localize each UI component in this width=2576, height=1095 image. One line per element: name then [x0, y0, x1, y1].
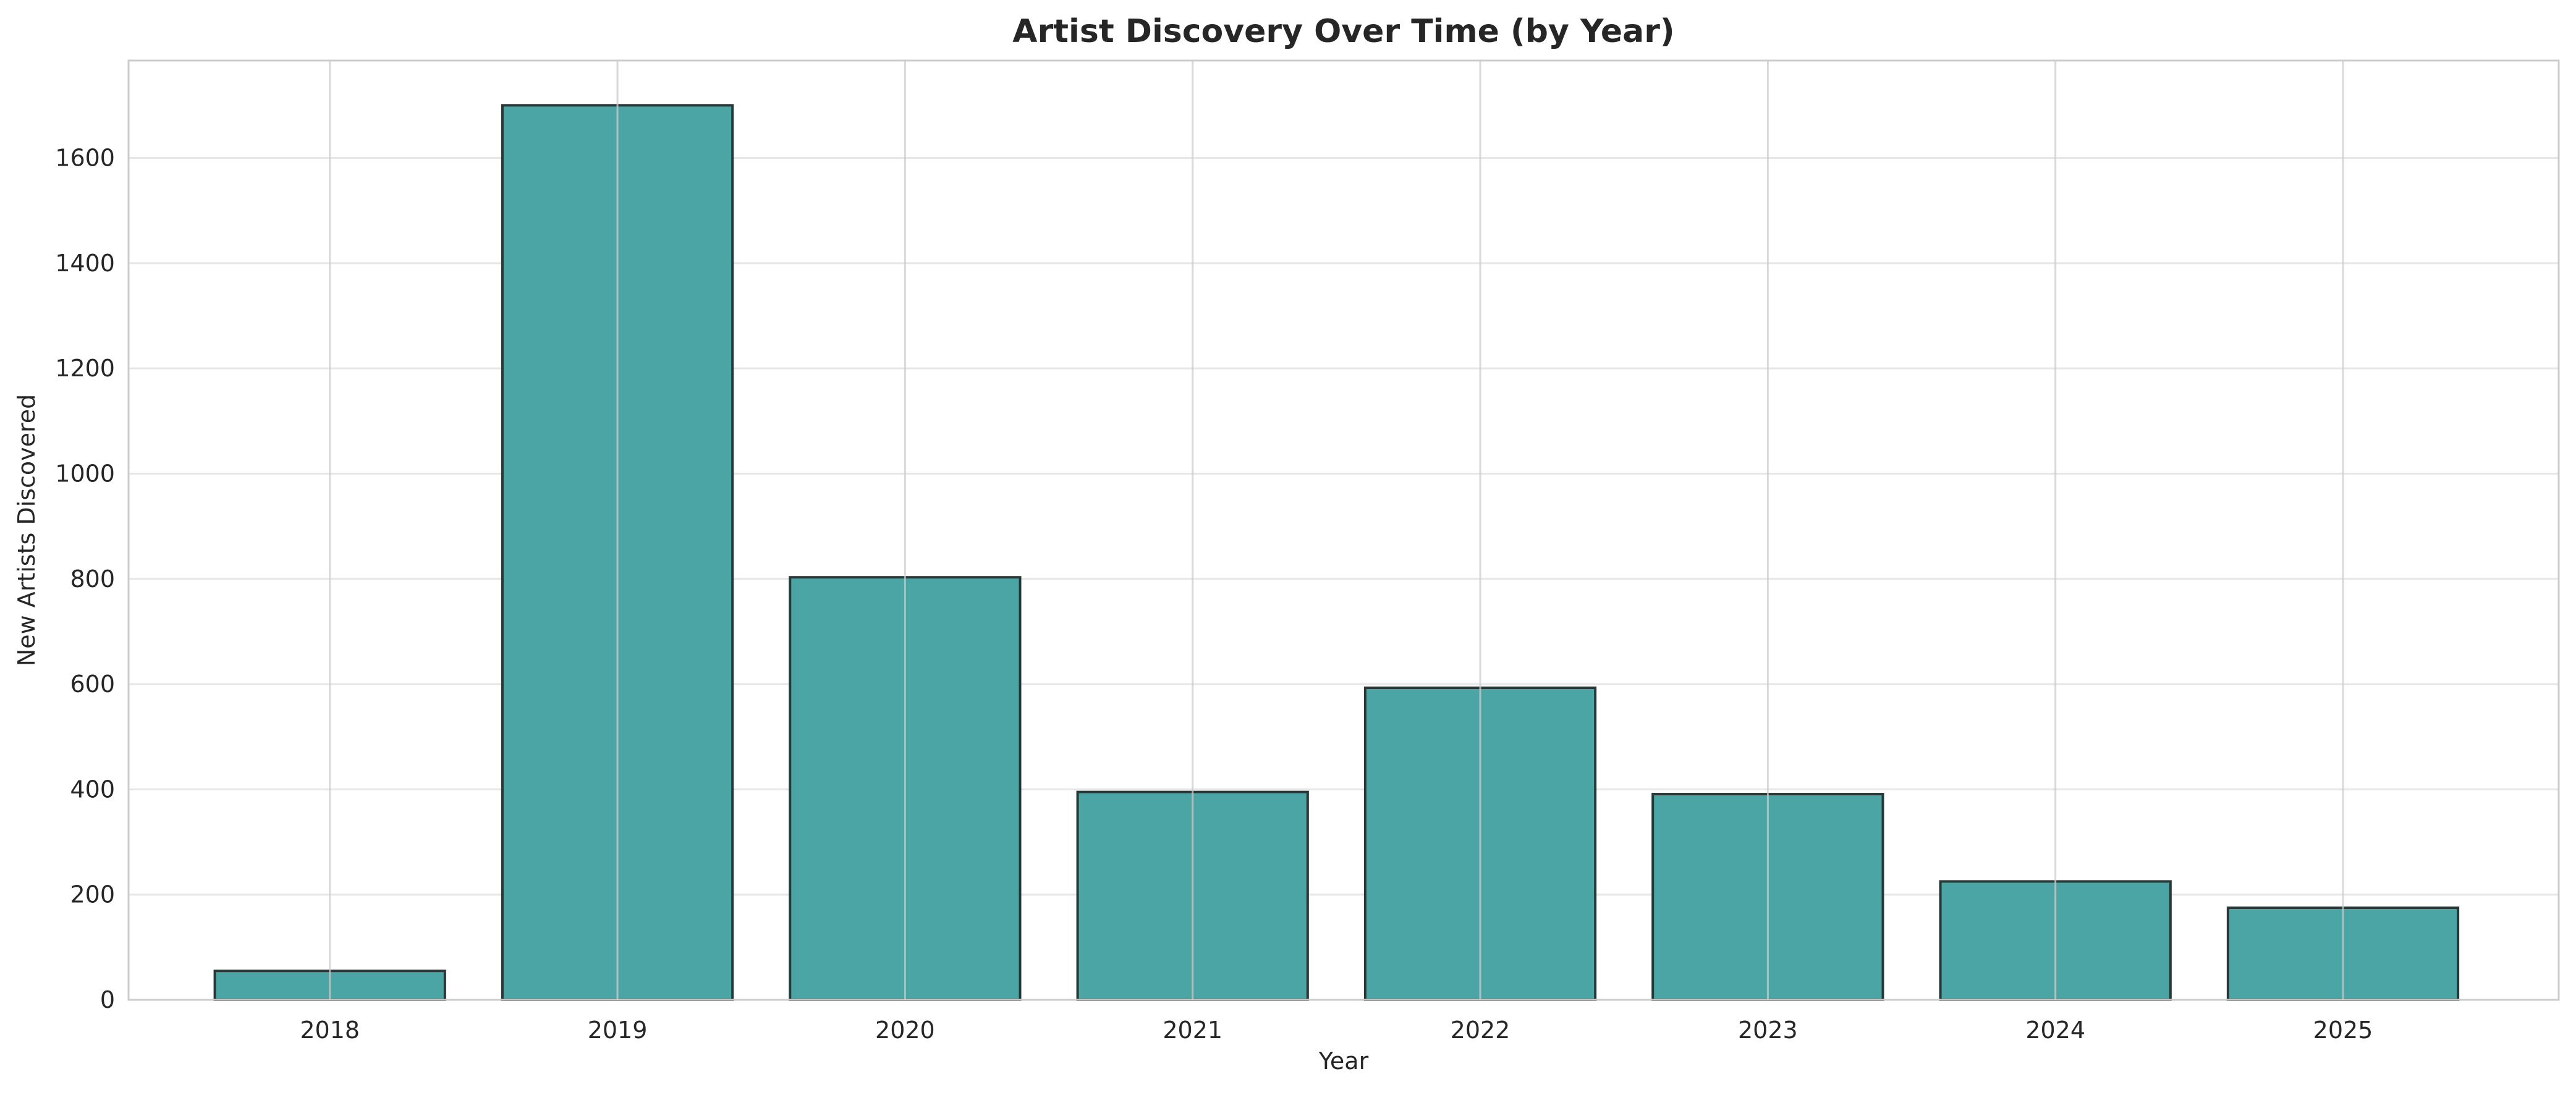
x-tick-label: 2019	[588, 1017, 648, 1044]
x-tick-label: 2023	[1738, 1017, 1798, 1044]
x-axis-label: Year	[1318, 1047, 1369, 1075]
y-tick-label: 0	[100, 986, 115, 1013]
x-tick-labels: 2018 2019 2020 2021 2022 2023 2024 2025	[300, 1017, 2373, 1044]
x-tick-label: 2022	[1451, 1017, 1510, 1044]
x-tick-label: 2025	[2313, 1017, 2373, 1044]
y-tick-label: 200	[70, 881, 115, 908]
y-tick-label: 800	[70, 565, 115, 593]
bars-layer	[213, 104, 2460, 1002]
x-tick-label: 2024	[2025, 1017, 2085, 1044]
x-tick-label: 2020	[875, 1017, 935, 1044]
x-tick-label: 2018	[300, 1017, 360, 1044]
y-tick-label: 1400	[55, 250, 115, 277]
x-tick-label: 2021	[1163, 1017, 1222, 1044]
y-axis-label: New Artists Discovered	[13, 394, 40, 667]
plot-frame	[127, 59, 2560, 1001]
y-tick-label: 1600	[55, 145, 115, 172]
vertical-grid-layer	[329, 61, 2344, 1000]
y-tick-label: 1000	[55, 460, 115, 487]
grid-layer	[129, 157, 2559, 1001]
y-tick-label: 600	[70, 670, 115, 698]
y-tick-label: 400	[70, 776, 115, 803]
y-tick-labels: 0 200 400 600 800 1000 1200 1400 1600	[55, 145, 115, 1013]
chart-title: Artist Discovery Over Time (by Year)	[1012, 13, 1674, 50]
y-tick-label: 1200	[55, 355, 115, 382]
